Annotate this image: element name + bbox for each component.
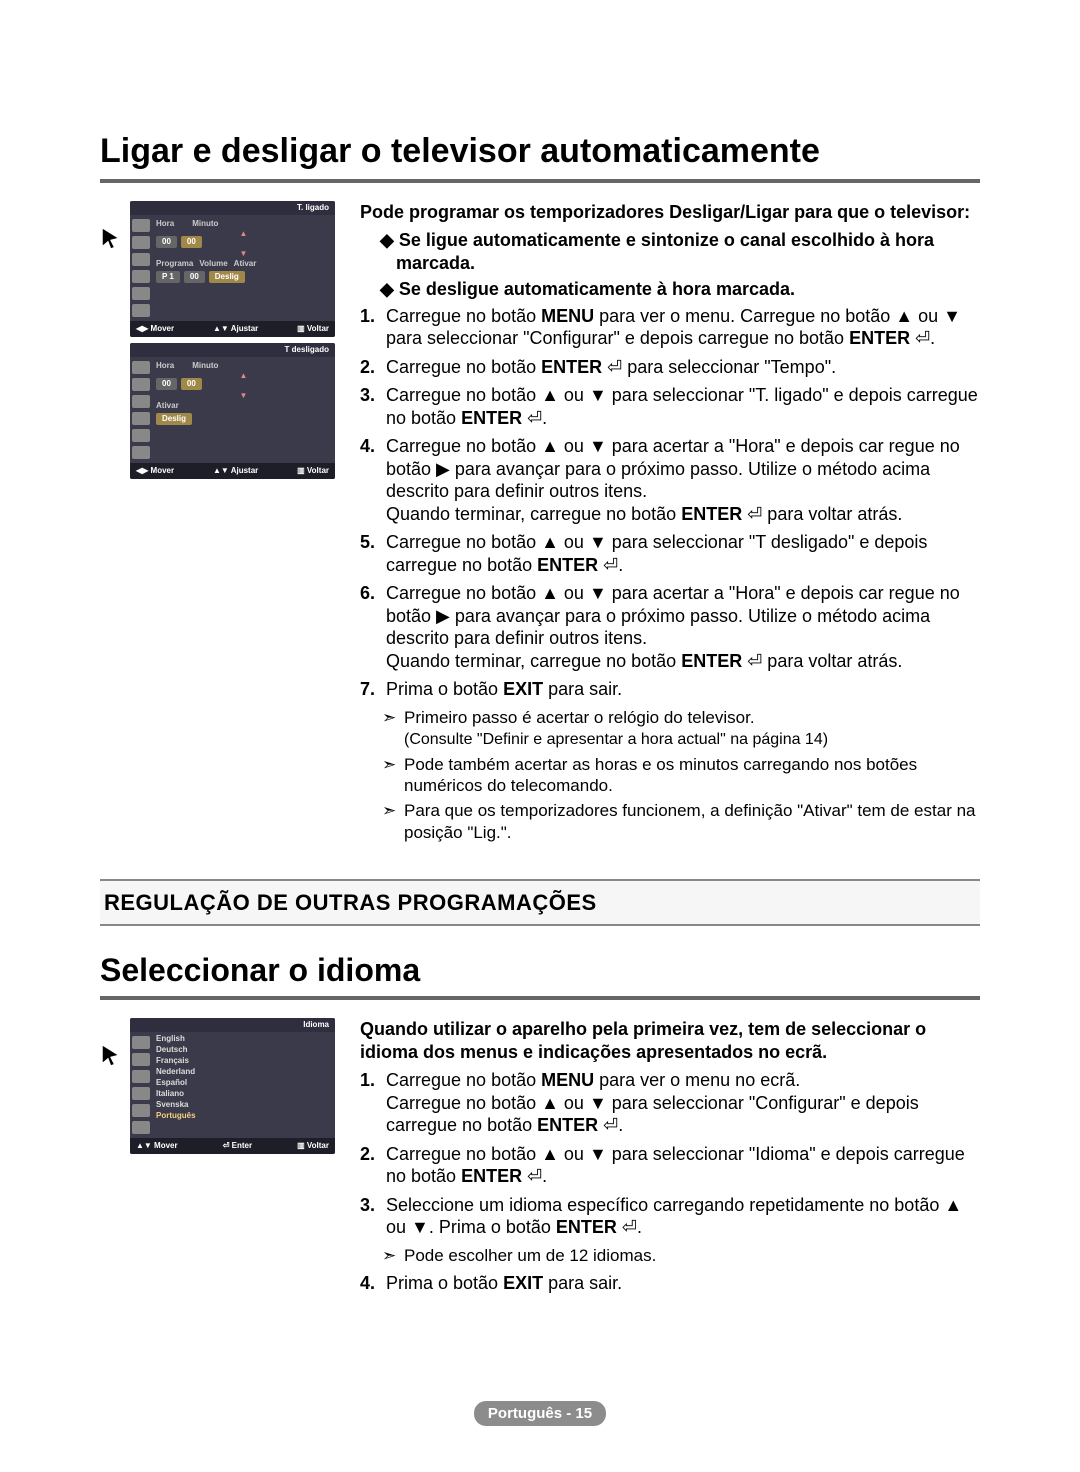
osd-footer-voltar: ▥ Voltar <box>297 1141 329 1151</box>
notes-section-2: Pode escolher um de 12 idiomas. <box>382 1245 980 1266</box>
osd-footer-ajustar: ▲▼ Ajustar <box>213 324 258 334</box>
osd-title: Idioma <box>130 1018 335 1032</box>
osd-title: T desligado <box>130 343 335 357</box>
osd-footer-mover: ◀▶ Mover <box>136 466 174 476</box>
sub-bullet-1: ◆ Se ligue automaticamente e sintonize o… <box>396 229 980 274</box>
step-item: 6.Carregue no botão ▲ ou ▼ para acertar … <box>360 582 980 672</box>
lang-item-selected: Português <box>156 1111 196 1121</box>
osd-label-minuto: Minuto <box>192 361 218 371</box>
left-column-1: T. ligado HoraMinuto ▲ 0000 ▼ ProgramaVo… <box>100 201 348 847</box>
osd-title: T. ligado <box>130 201 335 215</box>
osd-t-desligado: T desligado HoraMinuto ▲ 0000 ▼ Ativar D… <box>130 343 335 479</box>
osd-language-list: English Deutsch Français Nederland Españ… <box>152 1032 200 1138</box>
step-item: 3.Seleccione um idioma específico carreg… <box>360 1194 980 1239</box>
step-item: 7.Prima o botão EXIT para sair. <box>360 678 980 701</box>
osd-arrow-down: ▼ <box>156 251 331 257</box>
section-1-intro: Pode programar os temporizadores Desliga… <box>360 201 980 224</box>
notes-section-1: Primeiro passo é acertar o relógio do te… <box>382 707 980 843</box>
osd-arrow-down: ▼ <box>156 393 331 399</box>
osd-footer-voltar: ▥ Voltar <box>297 324 329 334</box>
page-number: Português - 15 <box>0 1401 1080 1424</box>
osd-label-hora: Hora <box>156 219 174 229</box>
section-1-title: Ligar e desligar o televisor automaticam… <box>100 130 980 183</box>
osd-label-hora: Hora <box>156 361 174 371</box>
steps-section-2: 1.Carregue no botão MENU para ver o menu… <box>360 1069 980 1239</box>
section-2-title: Seleccionar o idioma <box>100 950 980 1000</box>
step-item: 4.Carregue no botão ▲ ou ▼ para acertar … <box>360 435 980 525</box>
steps-section-2b: 4.Prima o botão EXIT para sair. <box>360 1272 980 1295</box>
osd-v-val: 00 <box>184 271 205 283</box>
lang-item: Français <box>156 1056 196 1066</box>
osd-p-val: P 1 <box>156 271 180 283</box>
step-item: 5.Carregue no botão ▲ ou ▼ para seleccio… <box>360 531 980 576</box>
osd-a-val: Deslig <box>209 271 245 283</box>
osd-footer-enter: ⏎ Enter <box>223 1141 252 1151</box>
osd-hora-val: 00 <box>156 236 177 248</box>
pointer-icon <box>100 227 122 249</box>
osd-iconstrip <box>130 1032 152 1138</box>
osd-footer-ajustar: ▲▼ Ajustar <box>213 466 258 476</box>
step-item: 2.Carregue no botão ENTER ⏎ para selecci… <box>360 356 980 379</box>
osd-footer-mover: ◀▶ Mover <box>136 324 174 334</box>
osd-label-act: Ativar <box>156 401 179 411</box>
step-item: 4.Prima o botão EXIT para sair. <box>360 1272 980 1295</box>
note-item: Pode escolher um de 12 idiomas. <box>382 1245 980 1266</box>
pointer-icon <box>100 1044 122 1066</box>
osd-label-prog: Programa <box>156 259 193 269</box>
osd-label-act: Ativar <box>234 259 257 269</box>
osd-a-val: Deslig <box>156 413 192 425</box>
step-item: 3.Carregue no botão ▲ ou ▼ para seleccio… <box>360 384 980 429</box>
osd-min-val: 00 <box>181 378 202 390</box>
osd-footer-mover: ▲▼ Mover <box>136 1141 178 1151</box>
lang-item: Svenska <box>156 1100 196 1110</box>
osd-iconstrip <box>130 215 152 321</box>
note-item: Pode também acertar as horas e os minuto… <box>382 754 980 797</box>
lang-item: English <box>156 1034 196 1044</box>
sub-bullet-2: ◆ Se desligue automaticamente à hora mar… <box>396 278 980 301</box>
section-band: REGULAÇÃO DE OUTRAS PROGRAMAÇÕES <box>100 879 980 927</box>
lang-item: Italiano <box>156 1089 196 1099</box>
osd-label-vol: Volume <box>199 259 227 269</box>
osd-t-ligado: T. ligado HoraMinuto ▲ 0000 ▼ ProgramaVo… <box>130 201 335 337</box>
note-item: Primeiro passo é acertar o relógio do te… <box>382 707 980 750</box>
step-item: 1.Carregue no botão MENU para ver o menu… <box>360 1069 980 1137</box>
lang-item: Español <box>156 1078 196 1088</box>
osd-idioma: Idioma English Deutsch Français Nederlan… <box>130 1018 335 1154</box>
osd-label-minuto: Minuto <box>192 219 218 229</box>
steps-section-1: 1.Carregue no botão MENU para ver o menu… <box>360 305 980 701</box>
lang-item: Nederland <box>156 1067 196 1077</box>
step-item: 2.Carregue no botão ▲ ou ▼ para seleccio… <box>360 1143 980 1188</box>
left-column-2: Idioma English Deutsch Français Nederlan… <box>100 1018 348 1300</box>
lang-item: Deutsch <box>156 1045 196 1055</box>
osd-footer-voltar: ▥ Voltar <box>297 466 329 476</box>
step-item: 1.Carregue no botão MENU para ver o menu… <box>360 305 980 350</box>
osd-hora-val: 00 <box>156 378 177 390</box>
osd-min-val: 00 <box>181 236 202 248</box>
note-item: Para que os temporizadores funcionem, a … <box>382 800 980 843</box>
section-2-intro: Quando utilizar o aparelho pela primeira… <box>360 1018 980 1063</box>
osd-iconstrip <box>130 357 152 463</box>
